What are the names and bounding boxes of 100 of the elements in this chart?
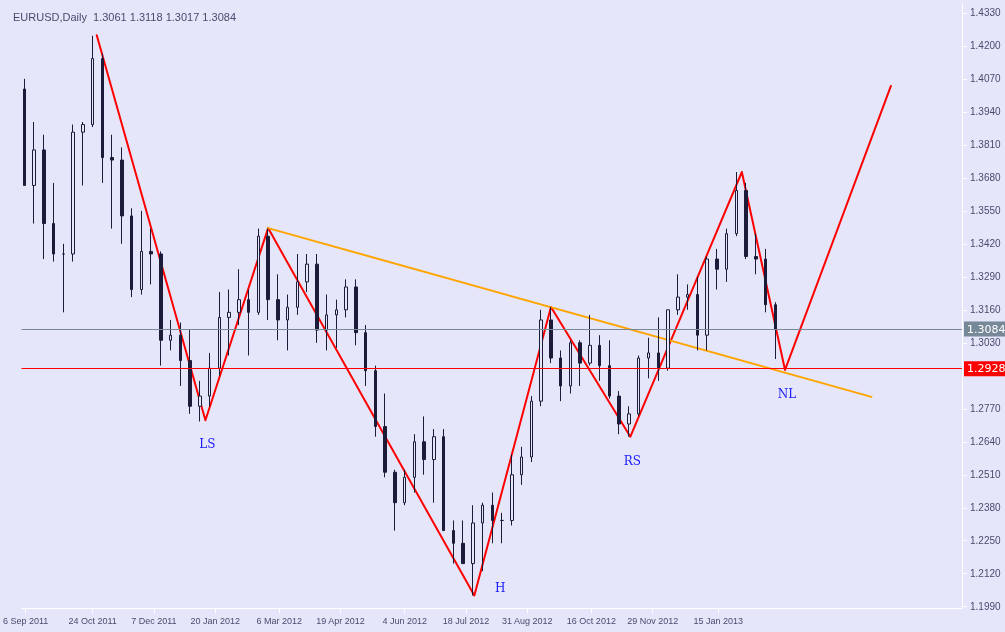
candlestick (442, 428, 445, 532)
candlestick (140, 210, 143, 296)
candlestick (539, 309, 543, 407)
candlestick (130, 207, 133, 298)
y-tick-label: 1.3160 (970, 304, 1002, 316)
candlestick (71, 124, 75, 263)
x-tick-label: 16 Oct 2012 (566, 615, 616, 626)
candlestick (696, 276, 699, 351)
candlestick (62, 243, 65, 313)
candlestick (32, 121, 36, 225)
x-tick-label: 7 Dec 2011 (131, 615, 177, 626)
candlestick (510, 453, 514, 527)
x-tick-label: 18 Jul 2012 (442, 615, 490, 626)
candlestick (617, 390, 621, 435)
y-tick-label: 1.4070 (970, 73, 1002, 85)
candlestick (569, 339, 572, 395)
candlestick (257, 228, 260, 316)
candlestick (647, 337, 650, 379)
candlestick (325, 294, 328, 351)
y-tick-label: 1.4330 (970, 7, 1002, 19)
annotation: H (495, 580, 506, 595)
annotation: RS (623, 453, 642, 468)
y-tick-label: 1.3420 (970, 238, 1002, 250)
candlestick (657, 316, 660, 382)
candlestick (101, 52, 104, 184)
y-tick-label: 1.2640 (970, 436, 1002, 448)
candlestick (383, 393, 387, 478)
candlestick (588, 314, 592, 367)
candlestick (42, 134, 46, 260)
candlestick (530, 395, 533, 463)
y-tick-label: 1.3940 (970, 106, 1002, 118)
candlestick (188, 329, 192, 415)
annotation: LS (199, 437, 216, 452)
candlestick (774, 301, 777, 360)
candlestick (305, 253, 309, 293)
candlestick (364, 324, 367, 387)
x-tick-label: 15 Jan 2013 (693, 615, 743, 626)
candlestick (344, 278, 348, 318)
candlestick (296, 253, 299, 316)
candlestick (81, 121, 85, 186)
candlestick (169, 319, 172, 351)
candlestick (471, 504, 475, 597)
y-tick-label: 1.2250 (970, 535, 1002, 547)
candlestick (735, 171, 738, 237)
y-tick-label: 1.2120 (970, 568, 1002, 580)
candlestick (208, 352, 211, 407)
candlestick (637, 354, 640, 417)
y-tick-label: 1.4200 (970, 40, 1002, 52)
candlestick (725, 228, 728, 283)
candlestick (227, 289, 231, 356)
candlestick (744, 182, 748, 260)
text: EURUSD,Daily 1.3061 1.3118 1.3017 1.3084 (13, 10, 236, 23)
candlestick (120, 146, 124, 245)
candlestick (52, 182, 55, 263)
candlestick (149, 228, 153, 285)
ref-line-label: 1.3084 (967, 322, 1005, 336)
y-tick-label: 1.2510 (970, 469, 1002, 481)
y-tick-label: 1.2380 (970, 502, 1002, 514)
x-tick-label: 29 Nov 2012 (627, 615, 679, 626)
y-tick-label: 1.3030 (970, 337, 1002, 349)
candlestick (432, 428, 436, 504)
y-tick-label: 1.1990 (970, 601, 1002, 613)
candlestick (159, 250, 163, 367)
candlestick (481, 502, 484, 572)
y-tick-label: 1.3550 (970, 205, 1002, 217)
candlestick (764, 248, 767, 313)
candlestick (491, 492, 494, 544)
ref-line-label: 1.2928 (967, 362, 1005, 376)
candlestick (354, 278, 358, 346)
y-tick-label: 1.3810 (970, 139, 1002, 151)
candlestick (266, 228, 270, 321)
candlestick (461, 519, 465, 565)
x-tick-label: 6 Mar 2012 (256, 615, 303, 626)
x-tick-label: 4 Jun 2012 (382, 615, 427, 626)
candlestick (578, 339, 582, 387)
candlestick (198, 380, 202, 422)
x-tick-label: 20 Jan 2012 (190, 615, 240, 626)
candlestick (627, 405, 631, 438)
candlestick (598, 334, 601, 382)
candlestick (110, 134, 114, 230)
x-tick-label: 19 Apr 2012 (316, 615, 365, 626)
candlestick (705, 256, 709, 351)
candlestick (179, 322, 182, 387)
candlestick (676, 273, 680, 316)
candlestick (335, 299, 338, 349)
candlestick (559, 349, 562, 402)
candlestick (393, 469, 397, 532)
candlestick (422, 415, 426, 476)
candlestick (237, 268, 241, 326)
y-tick-label: 1.3680 (970, 172, 1002, 184)
candlestick (549, 306, 553, 364)
annotation: NL (777, 386, 797, 401)
candlestick (520, 446, 523, 486)
candlestick (218, 291, 221, 377)
candlestick (247, 289, 250, 356)
candlestick (666, 309, 670, 372)
candlestick (754, 233, 758, 275)
candlestick (500, 512, 504, 544)
candlestick (413, 433, 416, 494)
candlestick (608, 339, 611, 400)
